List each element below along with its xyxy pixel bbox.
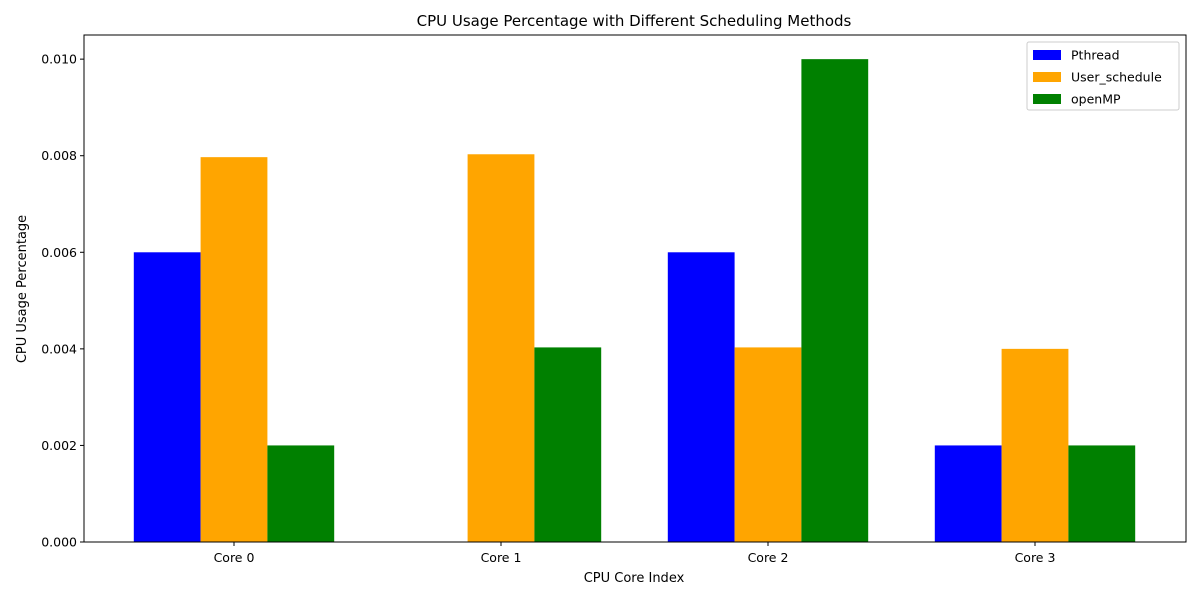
bar-user-schedule-core-3 [1001, 348, 1069, 542]
y-tick-label: 0.006 [41, 245, 77, 260]
bars-group [133, 59, 1136, 543]
y-tick-label: 0.010 [41, 52, 77, 67]
legend-label-pthread: Pthread [1071, 48, 1120, 63]
bar-user-schedule-core-1 [467, 154, 535, 542]
x-tick-label: Core 0 [214, 550, 255, 565]
y-axis-label: CPU Usage Percentage [15, 215, 30, 363]
y-tick-label: 0.004 [41, 341, 77, 356]
legend-swatch-pthread [1033, 50, 1061, 60]
bar-openmp-core-1 [534, 347, 602, 542]
y-tick-label: 0.000 [41, 535, 77, 550]
bar-pthread-core-3 [934, 445, 1002, 542]
x-tick-label: Core 3 [1015, 550, 1056, 565]
bar-openmp-core-2 [801, 59, 869, 542]
y-tick-label: 0.002 [41, 438, 77, 453]
legend-box [1026, 41, 1180, 111]
bar-openmp-core-0 [267, 445, 335, 542]
bar-user-schedule-core-2 [734, 347, 802, 542]
bar-pthread-core-0 [133, 252, 201, 543]
x-tick-label: Core 1 [481, 550, 522, 565]
x-tick-label: Core 2 [748, 550, 789, 565]
legend-swatch-user-schedule [1033, 72, 1061, 82]
x-axis-label: CPU Core Index [584, 571, 685, 586]
axes-frame [83, 34, 1187, 543]
x-axis-ticks: Core 0 Core 1 Core 2 Core 3 [214, 542, 1056, 565]
legend-label-openmp: openMP [1071, 92, 1121, 107]
bar-pthread-core-2 [667, 252, 735, 543]
legend-label-user-schedule: User_schedule [1071, 70, 1162, 85]
legend-swatch-openmp [1033, 94, 1061, 104]
chart-title: CPU Usage Percentage with Different Sche… [417, 12, 852, 30]
y-axis-ticks: 0.000 0.002 0.004 0.006 0.008 0.010 [41, 52, 84, 550]
y-tick-label: 0.008 [41, 148, 77, 163]
bar-openmp-core-3 [1068, 445, 1136, 542]
bar-user-schedule-core-0 [200, 157, 268, 542]
legend: Pthread User_schedule openMP [1026, 41, 1180, 111]
